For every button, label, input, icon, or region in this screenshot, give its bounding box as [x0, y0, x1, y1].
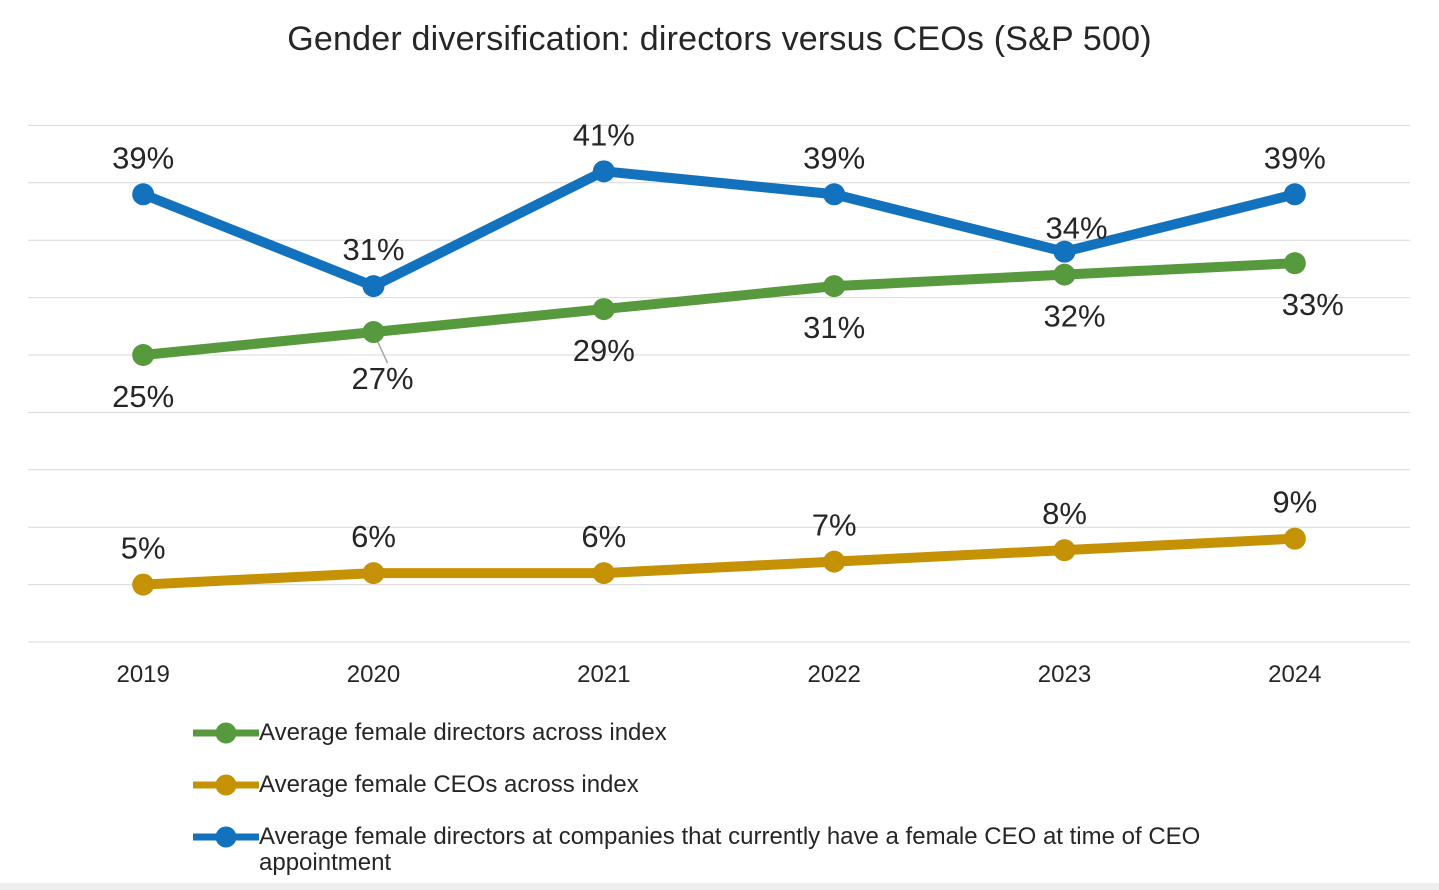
- data-point: [823, 275, 846, 298]
- series-line: [138, 166, 1300, 292]
- data-point: [592, 160, 615, 183]
- data-label: 31%: [342, 232, 404, 267]
- data-label: 39%: [1264, 140, 1326, 175]
- line-marker-icon: [193, 826, 259, 848]
- x-axis-label: 2021: [577, 661, 630, 688]
- data-point: [1283, 183, 1306, 206]
- data-label: 7%: [812, 508, 857, 543]
- data-point: [592, 298, 615, 321]
- data-point: [362, 562, 385, 585]
- data-point: [823, 550, 846, 573]
- data-label: 33%: [1282, 287, 1344, 322]
- data-label: 32%: [1043, 299, 1105, 334]
- series-line: [138, 258, 1300, 360]
- legend-item-directors: Average female directors across index: [193, 720, 1264, 746]
- legend-item-directors-at-female-ceo-companies: Average female directors at companies th…: [193, 824, 1264, 876]
- data-point: [1053, 240, 1076, 263]
- data-label: 41%: [573, 117, 635, 152]
- legend-label-directors-at-female-ceo-companies: Average female directors at companies th…: [259, 823, 1201, 876]
- line-marker-icon: [193, 722, 259, 744]
- line-marker-icon: [193, 774, 259, 796]
- chart-title: Gender diversification: directors versus…: [287, 20, 1152, 58]
- data-point: [1283, 527, 1306, 550]
- data-label: 25%: [112, 379, 174, 414]
- data-point: [592, 562, 615, 585]
- data-label: 34%: [1045, 211, 1107, 246]
- label-leader-line: [375, 338, 389, 364]
- x-axis-label: 2023: [1038, 661, 1091, 688]
- data-label: 5%: [121, 531, 166, 566]
- series-line: [138, 533, 1300, 590]
- bottom-strip: [0, 883, 1439, 890]
- data-point: [362, 321, 385, 344]
- x-axis-label: 2024: [1268, 661, 1321, 688]
- chart-legend: Average female directors across index Av…: [193, 720, 1264, 876]
- data-label: 6%: [581, 519, 626, 554]
- data-label: 39%: [112, 140, 174, 175]
- x-axis-label: 2019: [116, 661, 169, 688]
- data-label: 6%: [351, 519, 396, 554]
- data-label: 8%: [1042, 496, 1087, 531]
- data-label: 9%: [1272, 485, 1317, 520]
- data-point: [1053, 263, 1076, 286]
- data-point: [1283, 252, 1306, 275]
- data-label: 27%: [351, 361, 413, 396]
- data-label: 39%: [803, 140, 865, 175]
- data-point: [132, 344, 155, 366]
- data-point: [1053, 539, 1076, 562]
- legend-label-directors: Average female directors across index: [259, 719, 667, 746]
- data-point: [132, 573, 155, 596]
- data-label: 31%: [803, 310, 865, 345]
- legend-item-ceos: Average female CEOs across index: [193, 772, 1264, 798]
- line-chart: 2019 2020 2021 2022 2023 2024 25% 27% 29% 31% 32% 3…: [28, 117, 1410, 688]
- legend-label-ceos: Average female CEOs across index: [259, 771, 639, 798]
- data-point: [823, 183, 846, 206]
- data-point: [132, 183, 155, 206]
- x-axis-label: 2020: [347, 661, 400, 688]
- data-point: [362, 275, 385, 298]
- x-axis-label: 2022: [807, 661, 860, 688]
- data-label: 29%: [573, 333, 635, 368]
